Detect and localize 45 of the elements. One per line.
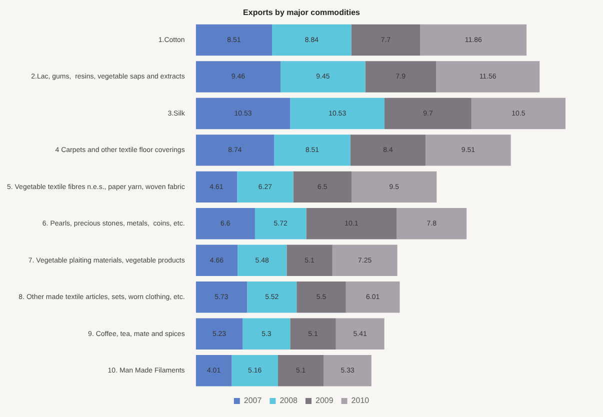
bar	[196, 244, 238, 276]
bar	[346, 282, 400, 313]
bar	[196, 24, 272, 56]
legend-label: 2010	[351, 396, 370, 406]
bar	[336, 318, 384, 350]
bar	[196, 134, 274, 166]
bar	[237, 171, 294, 203]
legend-label: 2009	[316, 396, 334, 406]
bar	[196, 282, 248, 313]
bar	[247, 282, 297, 313]
bar	[232, 355, 278, 386]
bar	[351, 24, 420, 56]
bar	[471, 98, 566, 130]
bar	[272, 24, 352, 56]
bar	[352, 171, 437, 203]
bar	[436, 61, 540, 92]
bar	[286, 244, 332, 276]
bar	[274, 134, 350, 166]
bar	[196, 171, 238, 203]
bar	[196, 355, 232, 386]
bar	[290, 318, 336, 350]
bar	[278, 355, 324, 386]
bar	[280, 61, 366, 92]
bar	[350, 134, 426, 166]
bar	[384, 98, 472, 130]
bar	[396, 208, 467, 240]
legend-label: 2007	[244, 396, 262, 406]
chart-title: Exports by major commodities	[243, 8, 361, 18]
bar	[242, 318, 290, 350]
bar	[196, 98, 290, 130]
bar	[426, 134, 511, 166]
bar	[254, 208, 306, 240]
bar	[290, 98, 385, 130]
bar	[296, 282, 346, 313]
bar	[196, 318, 243, 350]
bar	[238, 244, 287, 276]
bar	[332, 244, 398, 276]
legend-label: 2008	[280, 396, 298, 406]
bar	[196, 208, 255, 240]
bar	[196, 61, 281, 92]
bar	[365, 61, 436, 92]
bar	[293, 171, 352, 203]
bar	[306, 208, 397, 240]
bar	[420, 24, 527, 56]
bar	[324, 355, 372, 386]
